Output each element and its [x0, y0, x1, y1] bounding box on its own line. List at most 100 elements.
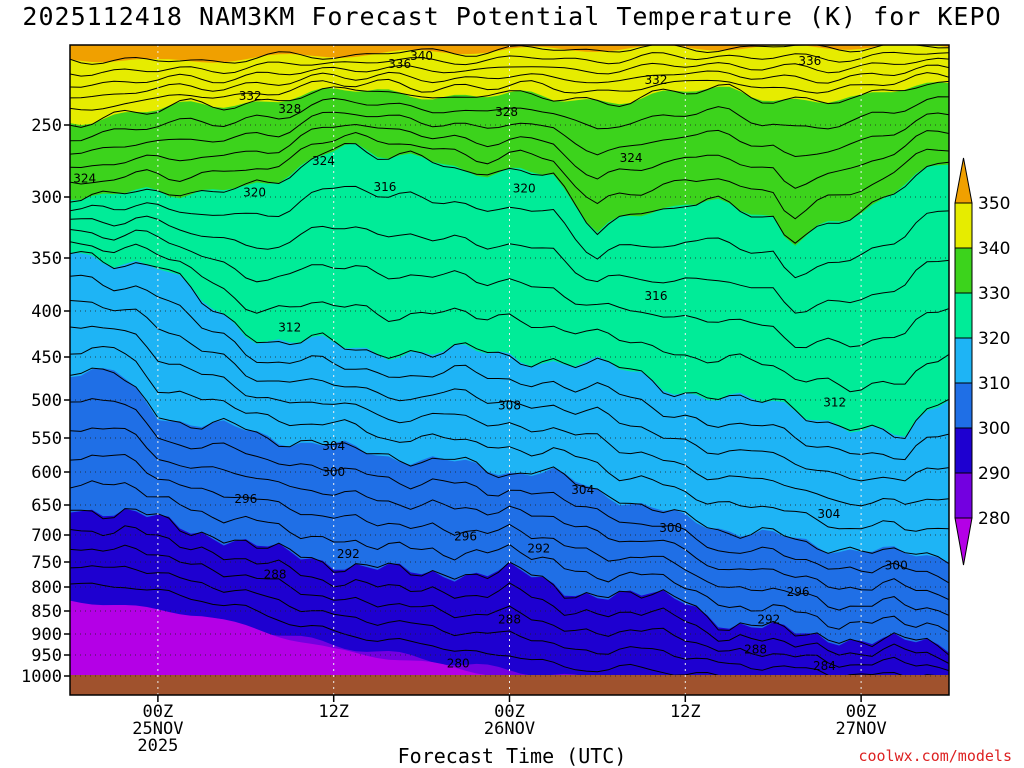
isotherm-line-26: [70, 525, 949, 664]
colorbar-segment-0: [954, 202, 973, 249]
isotherm-line-14: [70, 241, 949, 393]
isotherm-label-1: 336: [388, 57, 411, 71]
gridlines: [70, 45, 949, 695]
contour-line-layer: [70, 45, 949, 690]
isotherm-label-26: 292: [527, 542, 550, 556]
isotherm-line-19: [70, 345, 949, 532]
isotherm-label-text: 316: [645, 289, 668, 303]
isotherm-label-20: 300: [322, 465, 345, 479]
isotherm-label-4: 332: [645, 73, 668, 87]
y-tick-label: 250: [31, 116, 62, 136]
colorbar-segment-6: [954, 472, 973, 519]
isotherm-label-text: 332: [239, 89, 262, 103]
isotherm-label-text: 324: [620, 151, 643, 165]
isotherm-label-7: 324: [312, 154, 335, 168]
isotherm-label-8: 324: [620, 151, 643, 165]
isotherm-label-16: 308: [498, 398, 521, 412]
isotherm-line-16: [70, 274, 949, 461]
x-tick-label: 00Z: [846, 702, 877, 722]
isotherm-line-6: [70, 96, 949, 142]
isotherm-label-text: 304: [817, 507, 840, 521]
credit-text: coolwx.com/models: [858, 747, 1012, 765]
isotherm-label-6: 328: [495, 105, 518, 119]
isotherm-label-text: 296: [234, 492, 257, 506]
isotherm-label-15: 312: [823, 395, 846, 409]
isotherm-label-31: 288: [744, 643, 767, 657]
isotherm-line-9: [70, 131, 949, 220]
isotherm-label-11: 320: [513, 181, 536, 195]
x-tick-label: 00Z: [494, 702, 525, 722]
colorbar-extend-bottom: [954, 517, 973, 566]
isotherm-label-text: 288: [744, 643, 767, 657]
isotherm-label-text: 324: [312, 154, 335, 168]
isotherm-line-20: [70, 367, 949, 565]
isotherm-label-text: 284: [813, 659, 836, 673]
isotherm-label-text: 312: [823, 395, 846, 409]
isotherm-line-13: [70, 229, 949, 349]
isotherm-label-28: 296: [787, 585, 810, 599]
isotherm-label-text: 292: [757, 612, 780, 626]
isotherm-label-text: 280: [447, 656, 470, 670]
isotherm-label-5: 328: [278, 102, 301, 116]
isotherm-label-text: 336: [388, 57, 411, 71]
isotherm-label-text: 336: [798, 54, 821, 68]
isotherm-label-14: 312: [278, 321, 301, 335]
isotherm-label-24: 296: [454, 530, 477, 544]
isotherm-label-25: 292: [337, 547, 360, 561]
y-tick-label: 650: [31, 496, 62, 516]
isotherm-label-text: 328: [495, 105, 518, 119]
isotherm-label-21: 300: [659, 521, 682, 535]
x-tick-label: 26NOV: [484, 719, 535, 739]
isotherm-label-13: 316: [645, 289, 668, 303]
y-tick-label: 1000: [21, 667, 62, 687]
colorbar-extend-top: [954, 157, 973, 204]
isotherm-label-0: 340: [410, 49, 433, 63]
x-tick-label: 12Z: [670, 702, 701, 722]
isotherm-label-text: 300: [659, 521, 682, 535]
isotherm-label-text: 312: [278, 321, 301, 335]
colorbar-segment-5: [954, 427, 973, 474]
isotherm-line-15: [70, 250, 949, 440]
isotherm-line-4: [70, 72, 949, 111]
isotherm-label-2: 336: [798, 54, 821, 68]
isotherm-label-text: 292: [527, 542, 550, 556]
isotherm-line-1: [70, 51, 949, 77]
isotherm-label-27: 292: [757, 612, 780, 626]
isotherm-label-29: 288: [264, 568, 287, 582]
isotherm-label-22: 300: [885, 559, 908, 573]
colorbar-segment-4: [954, 382, 973, 429]
colorbar-label: 300: [978, 419, 1010, 439]
isotherm-line-22: [70, 427, 949, 601]
x-tick-label: 2025: [137, 736, 178, 756]
y-tick-label: 700: [31, 526, 62, 546]
band-below-280-magenta: [70, 600, 949, 695]
isotherm-line-5: [70, 80, 949, 128]
isotherm-label-text: 316: [374, 180, 397, 194]
y-tick-label: 550: [31, 429, 62, 449]
colorbar-label: 320: [978, 329, 1010, 349]
isotherm-label-text: 328: [278, 102, 301, 116]
isotherm-line-28: [70, 565, 949, 680]
y-tick-label: 950: [31, 646, 62, 666]
isotherm-label-18: 304: [571, 483, 594, 497]
isotherm-label-text: 320: [243, 186, 266, 200]
y-tick-label: 300: [31, 188, 62, 208]
y-tick-label: 600: [31, 463, 62, 483]
isotherm-label-19: 304: [817, 507, 840, 521]
isotherm-line-18: [70, 325, 949, 507]
isotherm-label-text: 304: [322, 439, 345, 453]
isotherm-label-3: 332: [239, 89, 262, 103]
y-tick-label: 400: [31, 302, 62, 322]
isotherm-label-9: 324: [73, 171, 96, 185]
isotherm-label-text: 324: [73, 171, 96, 185]
colorbar-label: 330: [978, 284, 1010, 304]
isotherm-label-text: 288: [264, 568, 287, 582]
ground-terrain: [70, 675, 949, 695]
isotherm-line-27: [70, 544, 949, 672]
isotherm-label-32: 284: [813, 659, 836, 673]
isotherm-line-2: [70, 57, 949, 88]
isotherm-label-text: 332: [645, 73, 668, 87]
colorbar-segment-1: [954, 247, 973, 294]
